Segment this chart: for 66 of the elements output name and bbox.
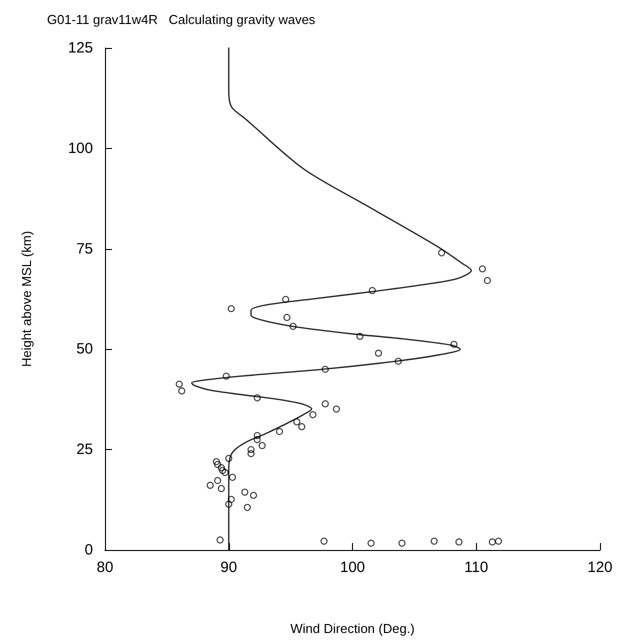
point xyxy=(228,474,236,481)
x-tick-label: 110 xyxy=(464,559,488,576)
point xyxy=(455,538,462,546)
point xyxy=(298,423,306,430)
point xyxy=(283,314,290,321)
y-tick-label: 100 xyxy=(68,140,93,157)
point xyxy=(216,536,224,544)
y-tick-label: 75 xyxy=(76,240,93,258)
x-tick-label: 90 xyxy=(220,559,238,576)
point xyxy=(176,380,183,388)
point xyxy=(228,305,235,312)
point xyxy=(374,350,382,357)
point xyxy=(244,504,251,511)
point xyxy=(214,477,222,484)
point xyxy=(320,538,328,545)
point xyxy=(332,406,340,413)
point xyxy=(178,387,186,394)
point xyxy=(394,358,402,365)
x-axis-title: Wind Direction (Deg.) xyxy=(290,621,415,636)
point xyxy=(430,538,438,545)
y-tick-label: 50 xyxy=(76,340,93,358)
point xyxy=(228,496,235,503)
line-series xyxy=(190,47,472,551)
point xyxy=(495,538,502,545)
point xyxy=(222,468,229,476)
point xyxy=(218,485,225,492)
point xyxy=(219,466,226,474)
point xyxy=(282,296,290,303)
point xyxy=(225,454,232,462)
chart-title: G01-11 grav11w4R Calculating gravity waves xyxy=(47,12,316,27)
point xyxy=(478,265,486,272)
y-tick-label: 125 xyxy=(68,40,93,56)
point xyxy=(322,400,329,408)
point xyxy=(438,249,446,256)
point xyxy=(218,464,225,472)
point xyxy=(368,287,376,294)
point xyxy=(356,332,364,340)
y-tick-label: 0 xyxy=(84,542,93,558)
point xyxy=(276,428,283,436)
y-tick-label: 25 xyxy=(76,441,93,458)
point xyxy=(398,540,406,547)
point xyxy=(248,446,255,454)
point xyxy=(248,450,255,458)
point xyxy=(368,540,375,547)
point xyxy=(212,458,220,466)
point xyxy=(222,372,230,380)
point xyxy=(488,538,496,546)
x-tick-label: 80 xyxy=(96,559,114,576)
x-tick-label: 100 xyxy=(340,559,366,576)
point xyxy=(309,411,316,418)
y-axis-title: Height above MSL (km) xyxy=(19,230,34,368)
point xyxy=(241,488,248,496)
point xyxy=(450,340,458,348)
point xyxy=(225,500,232,508)
point xyxy=(250,492,257,499)
x-tick-label: 120 xyxy=(587,559,613,576)
point xyxy=(293,418,300,426)
point xyxy=(254,436,261,444)
point xyxy=(258,442,266,450)
point xyxy=(214,460,222,468)
point xyxy=(206,482,214,489)
point xyxy=(254,394,261,402)
point xyxy=(290,322,297,330)
point xyxy=(484,277,491,284)
point xyxy=(322,366,329,373)
point xyxy=(254,432,261,440)
